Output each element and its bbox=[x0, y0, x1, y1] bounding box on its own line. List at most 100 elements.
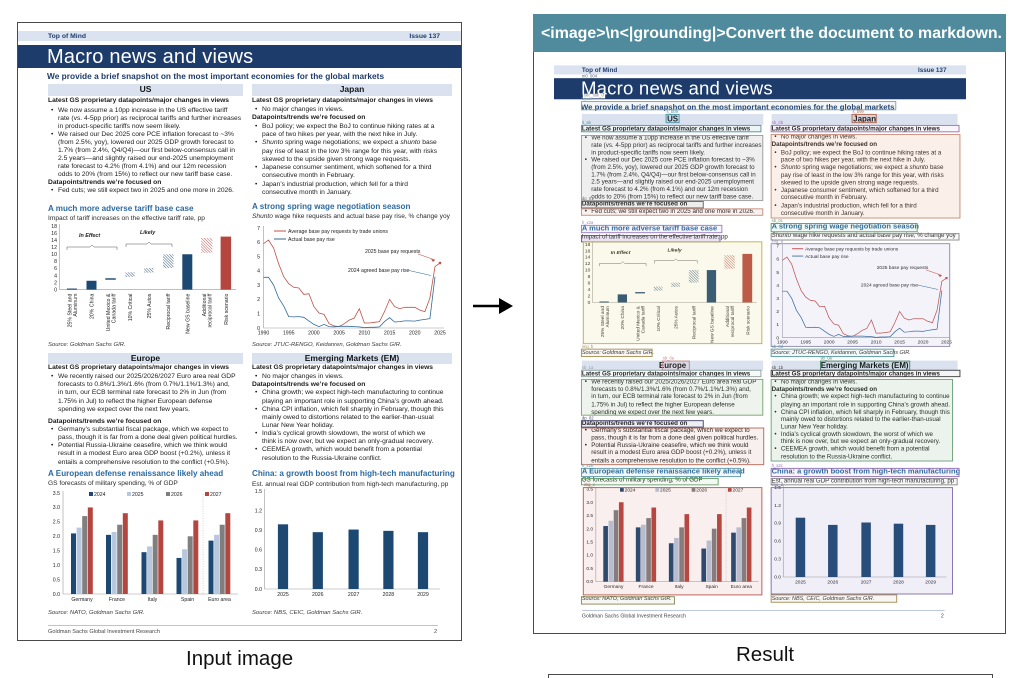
svg-text:0.9: 0.9 bbox=[255, 528, 262, 534]
svg-text:1.0: 1.0 bbox=[586, 552, 593, 558]
svg-text:2029: 2029 bbox=[925, 579, 936, 585]
svg-text:Euro area: Euro area bbox=[208, 597, 231, 603]
svg-text:4: 4 bbox=[776, 283, 779, 289]
svg-text:1.5: 1.5 bbox=[586, 539, 593, 545]
svg-text:2025 base pay requests: 2025 base pay requests bbox=[877, 265, 929, 271]
svg-text:25% Autos: 25% Autos bbox=[147, 293, 153, 318]
svg-text:Average base pay requests by t: Average base pay requests by trade union… bbox=[288, 229, 388, 235]
svg-text:1.0: 1.0 bbox=[53, 563, 60, 569]
svg-text:0.6: 0.6 bbox=[255, 548, 262, 554]
svg-text:12: 12 bbox=[51, 245, 57, 251]
svg-text:2: 2 bbox=[257, 297, 260, 303]
svg-text:6: 6 bbox=[776, 256, 779, 262]
svg-text:reciprocal tariff: reciprocal tariff bbox=[730, 305, 736, 337]
svg-text:2028: 2028 bbox=[893, 579, 904, 585]
svg-text:5: 5 bbox=[776, 270, 779, 276]
svg-text:12: 12 bbox=[585, 261, 591, 267]
svg-text:Actual base pay rise: Actual base pay rise bbox=[288, 237, 335, 243]
svg-text:Reciprocal tariff: Reciprocal tariff bbox=[691, 305, 697, 339]
svg-text:8: 8 bbox=[588, 274, 591, 280]
svg-text:1990: 1990 bbox=[777, 339, 788, 345]
svg-text:0.3: 0.3 bbox=[255, 567, 262, 573]
svg-text:5: 5 bbox=[257, 254, 260, 260]
svg-text:25% Steel and: 25% Steel and bbox=[600, 306, 606, 337]
svg-text:2: 2 bbox=[54, 280, 57, 286]
svg-text:Spain: Spain bbox=[181, 597, 194, 603]
svg-text:1995: 1995 bbox=[800, 339, 811, 345]
svg-text:Average base pay requests by t: Average base pay requests by trade union… bbox=[805, 246, 899, 252]
svg-text:2029: 2029 bbox=[417, 592, 429, 598]
svg-text:Canada tariff: Canada tariff bbox=[641, 305, 647, 333]
svg-text:Italy: Italy bbox=[148, 597, 158, 603]
svg-text:1.5: 1.5 bbox=[255, 489, 262, 495]
svg-text:0.0: 0.0 bbox=[255, 587, 262, 593]
svg-text:2005: 2005 bbox=[847, 339, 858, 345]
svg-text:2026: 2026 bbox=[171, 492, 183, 498]
svg-text:Risk scenario: Risk scenario bbox=[224, 293, 230, 324]
svg-text:2.5: 2.5 bbox=[586, 513, 593, 519]
svg-text:Reciprocal tariff: Reciprocal tariff bbox=[166, 293, 172, 330]
svg-text:2005: 2005 bbox=[333, 331, 345, 337]
svg-text:2025: 2025 bbox=[434, 331, 446, 337]
svg-text:2: 2 bbox=[776, 309, 779, 315]
svg-text:0: 0 bbox=[257, 326, 260, 332]
svg-text:20% China: 20% China bbox=[90, 293, 96, 318]
svg-text:2025: 2025 bbox=[660, 487, 671, 493]
svg-text:1: 1 bbox=[257, 312, 260, 318]
svg-text:2027: 2027 bbox=[210, 492, 222, 498]
svg-text:0: 0 bbox=[588, 300, 591, 306]
svg-text:18: 18 bbox=[51, 224, 57, 230]
svg-text:3.5: 3.5 bbox=[586, 486, 593, 492]
svg-text:4: 4 bbox=[257, 269, 260, 275]
svg-text:10: 10 bbox=[585, 267, 591, 273]
svg-text:0.9: 0.9 bbox=[774, 520, 781, 526]
svg-text:0.0: 0.0 bbox=[774, 574, 781, 580]
svg-text:France: France bbox=[639, 584, 654, 590]
svg-text:2015: 2015 bbox=[384, 331, 396, 337]
svg-text:0.6: 0.6 bbox=[774, 538, 781, 544]
svg-text:2028: 2028 bbox=[383, 592, 395, 598]
svg-text:2027: 2027 bbox=[733, 487, 744, 493]
svg-text:16: 16 bbox=[585, 248, 591, 254]
svg-text:2027: 2027 bbox=[348, 592, 360, 598]
svg-text:6: 6 bbox=[257, 240, 260, 246]
svg-text:0: 0 bbox=[54, 287, 57, 293]
svg-text:2025 base pay requests: 2025 base pay requests bbox=[365, 249, 421, 255]
svg-text:Aluminum: Aluminum bbox=[73, 294, 79, 317]
svg-text:In Effect: In Effect bbox=[611, 250, 631, 256]
svg-text:1995: 1995 bbox=[283, 331, 295, 337]
svg-text:Actual base pay rise: Actual base pay rise bbox=[805, 254, 849, 260]
svg-text:4: 4 bbox=[588, 287, 591, 293]
svg-text:18: 18 bbox=[585, 242, 591, 248]
svg-text:2.0: 2.0 bbox=[586, 526, 593, 532]
svg-text:Italy: Italy bbox=[675, 584, 684, 590]
svg-text:United Mexico &: United Mexico & bbox=[636, 305, 642, 340]
svg-text:2.5: 2.5 bbox=[53, 520, 60, 526]
svg-text:2025: 2025 bbox=[277, 592, 289, 598]
svg-text:7: 7 bbox=[257, 226, 260, 232]
svg-text:2000: 2000 bbox=[308, 331, 320, 337]
svg-text:2024 agreed base pay rise: 2024 agreed base pay rise bbox=[861, 282, 919, 288]
svg-text:Additional: Additional bbox=[202, 294, 208, 317]
svg-text:2024: 2024 bbox=[94, 492, 106, 498]
svg-text:6: 6 bbox=[588, 280, 591, 286]
svg-text:2.0: 2.0 bbox=[53, 534, 60, 540]
svg-text:14: 14 bbox=[585, 254, 591, 260]
svg-text:2: 2 bbox=[588, 293, 591, 299]
svg-text:2010: 2010 bbox=[871, 339, 882, 345]
svg-text:2024: 2024 bbox=[625, 487, 636, 493]
svg-text:20% China: 20% China bbox=[620, 305, 626, 329]
svg-text:2015: 2015 bbox=[894, 339, 905, 345]
svg-text:France: France bbox=[109, 597, 125, 603]
svg-text:0.5: 0.5 bbox=[53, 577, 60, 583]
svg-text:Aluminum: Aluminum bbox=[605, 306, 611, 327]
svg-text:3: 3 bbox=[257, 283, 260, 289]
svg-text:7: 7 bbox=[776, 243, 779, 249]
svg-text:4: 4 bbox=[54, 273, 57, 279]
svg-text:United Mexico &: United Mexico & bbox=[106, 293, 112, 331]
svg-text:16: 16 bbox=[51, 231, 57, 237]
svg-text:2025: 2025 bbox=[795, 579, 806, 585]
svg-text:2027: 2027 bbox=[861, 579, 872, 585]
svg-text:New GS baseline: New GS baseline bbox=[185, 293, 191, 333]
svg-text:1.2: 1.2 bbox=[774, 502, 781, 508]
